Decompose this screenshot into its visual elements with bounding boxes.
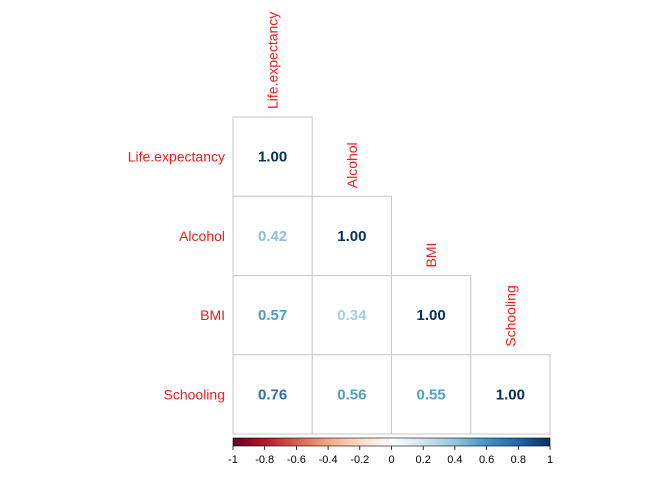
cell-BMI-Life.expectancy (232, 275, 313, 356)
value-label-BMI-Alcohol: 0.34 (337, 307, 367, 324)
colorbar-tick-label: 0 (388, 454, 394, 466)
value-label-Life.expectancy-Life.expectancy: 1.00 (258, 149, 287, 166)
colorbar-tick-label: -0.2 (350, 454, 369, 466)
row-label-Alcohol: Alcohol (179, 228, 225, 244)
value-label-BMI-Life.expectancy: 0.57 (258, 307, 287, 324)
cell-Alcohol-Alcohol (311, 195, 392, 276)
row-labels: Life.expectancy Alcohol BMI Schooling (128, 149, 225, 403)
row-label-Life.expectancy: Life.expectancy (128, 149, 225, 165)
column-labels: Life.expectancy Alcohol BMI Schooling (265, 12, 519, 347)
color-legend: -1 -0.8 -0.6 -0.4 -0.2 0 0.2 0.4 0.6 0.8 1 (228, 437, 553, 466)
cell-Schooling-Alcohol (311, 354, 392, 435)
colorbar-tick-label: -1 (228, 454, 238, 466)
correlation-grid (232, 116, 551, 435)
cell-Alcohol-Life.expectancy (232, 195, 313, 276)
value-label-BMI-BMI: 1.00 (417, 307, 446, 324)
cell-Schooling-Life.expectancy (232, 354, 313, 435)
value-label-Alcohol-Alcohol: 1.00 (337, 228, 366, 245)
correlation-values: 1.00 0.42 1.00 0.57 0.34 1.00 0.76 0.56 0.55 1.00 (258, 149, 525, 404)
value-label-Schooling-Alcohol: 0.56 (337, 386, 366, 403)
colorbar-tick-label: 0.8 (511, 454, 526, 466)
colorbar-tick-label: 0.4 (447, 454, 462, 466)
colorbar-tick-label: -0.4 (319, 454, 338, 466)
colorbar-tick-label: -0.6 (287, 454, 306, 466)
column-label-Life.expectancy: Life.expectancy (265, 12, 281, 109)
row-label-Schooling: Schooling (164, 386, 226, 402)
value-label-Schooling-Life.expectancy: 0.76 (258, 386, 287, 403)
value-label-Schooling-BMI: 0.55 (417, 386, 446, 403)
colorbar-tick-label: 1 (547, 454, 553, 466)
color-bar (232, 437, 551, 447)
value-label-Alcohol-Life.expectancy: 0.42 (258, 228, 287, 245)
colorbar-tick-label: 0.6 (479, 454, 494, 466)
cell-BMI-Alcohol (311, 275, 392, 356)
column-label-BMI: BMI (423, 243, 439, 268)
column-label-Schooling: Schooling (502, 285, 518, 347)
colorbar-tick-label: -0.8 (255, 454, 274, 466)
cell-Schooling-Schooling (470, 354, 551, 435)
column-label-Alcohol: Alcohol (344, 142, 360, 188)
colorbar-tick-label: 0.2 (416, 454, 431, 466)
cell-Life.expectancy-Life.expectancy (232, 116, 313, 197)
cell-Schooling-BMI (391, 354, 472, 435)
value-label-Schooling-Schooling: 1.00 (496, 386, 525, 403)
cell-BMI-BMI (391, 275, 472, 356)
row-label-BMI: BMI (200, 307, 225, 323)
